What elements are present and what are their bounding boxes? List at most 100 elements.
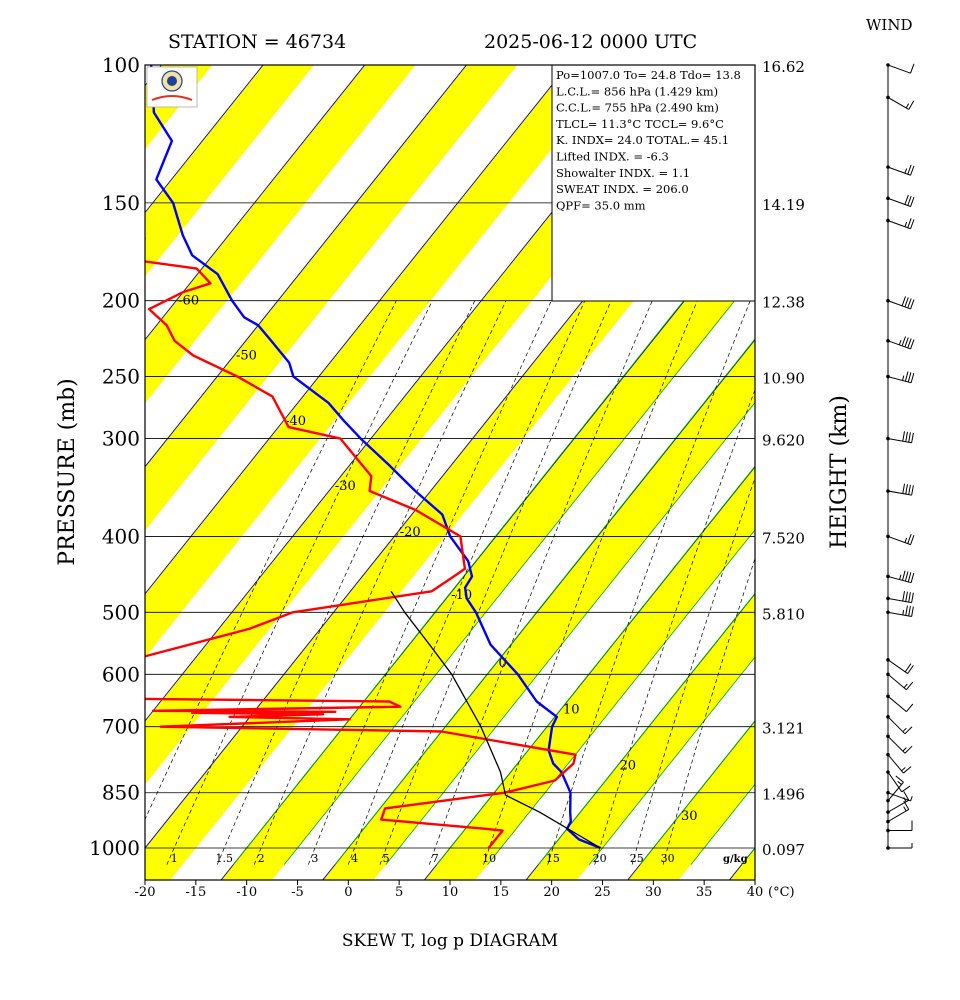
isotherm-band xyxy=(145,65,314,277)
mixing-ratio-line xyxy=(253,300,507,865)
wind-barb xyxy=(887,490,912,496)
mixing-ratio-line xyxy=(347,300,586,865)
mixing-ratio-line xyxy=(594,388,755,865)
isotherm-label: -20 xyxy=(400,525,421,540)
wind-barb-feather xyxy=(904,571,909,582)
wind-barb xyxy=(887,166,911,176)
pressure-tick-label: 600 xyxy=(102,662,140,686)
index-line: Showalter INDX. = 1.1 xyxy=(556,166,690,180)
mixing-unit-label: g/kg xyxy=(723,854,748,865)
x-unit-label: (°C) xyxy=(768,885,795,900)
moist-adiabat xyxy=(233,283,698,865)
isotherm-label: 30 xyxy=(681,809,698,824)
moist-adiabat xyxy=(385,401,755,865)
isotherm-label: -60 xyxy=(178,294,199,309)
isotherm-band xyxy=(145,65,518,531)
wind-barb-feather xyxy=(911,432,914,443)
index-line: QPF= 35.0 mm xyxy=(556,198,646,212)
wind-barb-half xyxy=(902,727,907,733)
height-tick-label: 16.62 xyxy=(762,58,805,76)
mixing-ratio-line xyxy=(547,300,751,865)
moist-adiabat xyxy=(639,720,755,865)
height-tick-label: 14.19 xyxy=(762,196,805,214)
pressure-tick-labels: 100 150 200 250 300 400 500 600 700 850 1000 xyxy=(89,53,140,860)
x-tick-label: -15 xyxy=(185,885,206,900)
wind-barb xyxy=(887,673,907,691)
wind-barb-half xyxy=(905,103,910,109)
height-tick-labels: 16.62 14.19 12.38 10.90 9.620 7.520 5.810 3.121… xyxy=(762,58,805,859)
wind-barb-feather xyxy=(904,745,913,754)
wind-barb-feather xyxy=(907,195,912,206)
x-tick-label: -5 xyxy=(291,885,304,900)
isotherm-label: -90 xyxy=(12,120,33,135)
wind-barb-feather xyxy=(904,337,909,348)
wind-barb-feather xyxy=(910,165,915,176)
height-tick-label: 9.620 xyxy=(762,432,805,450)
mixing-ratio-line xyxy=(662,557,755,865)
wind-barb-feather xyxy=(901,296,906,307)
mixing-ratio-line xyxy=(166,300,433,865)
pressure-tick-label: 1000 xyxy=(89,836,140,860)
isotherm-band xyxy=(145,65,416,404)
x-tick-label: -10 xyxy=(236,885,257,900)
isotherm-label: 10 xyxy=(563,702,580,717)
mixing-ratio-line xyxy=(631,476,755,865)
pressure-tick-label: 700 xyxy=(102,715,140,739)
wind-barb-feather xyxy=(902,483,906,494)
moist-adiabat-lines xyxy=(233,283,755,865)
height-tick-label: 10.90 xyxy=(762,370,805,388)
pressure-axis-label: PRESSURE (mb) xyxy=(55,378,80,565)
wind-barb-feather xyxy=(910,339,915,350)
height-tick-label: 3.121 xyxy=(762,720,805,738)
mixing-ratio-label: 15 xyxy=(546,852,560,865)
height-tick-label: 1.496 xyxy=(762,786,805,804)
wind-barb-half xyxy=(902,375,905,381)
height-tick-label: 5.810 xyxy=(762,605,805,623)
wind-barb xyxy=(887,376,912,384)
wind-barb-half xyxy=(904,221,908,227)
mixing-ratio-labels: 1 1.5 2 3 4 5 7 10 15 20 25 30 xyxy=(171,852,675,865)
wind-barb-feather xyxy=(901,785,911,793)
height-axis-label: HEIGHT (km) xyxy=(827,395,852,549)
wind-barb xyxy=(887,575,912,584)
wind-barb-half xyxy=(898,339,902,346)
wind-barb xyxy=(887,659,908,674)
wind-barb xyxy=(887,438,912,444)
index-line: Po=1007.0 To= 24.8 Tdo= 13.8 xyxy=(556,68,741,82)
moist-adiabat xyxy=(690,783,755,865)
wind-barb xyxy=(887,809,910,822)
wind-barb-half xyxy=(903,797,907,802)
wind-barb-feather xyxy=(910,572,915,583)
x-tick-label: -20 xyxy=(135,885,156,900)
wind-barb-half xyxy=(903,683,908,689)
isotherm-line xyxy=(145,65,366,341)
wind-barb xyxy=(887,611,912,617)
wind-barb-half xyxy=(904,537,908,543)
x-tick-label: 5 xyxy=(395,885,403,900)
moist-adiabat xyxy=(334,338,755,865)
pressure-tick-label: 200 xyxy=(102,289,140,313)
wind-barb xyxy=(887,781,904,801)
wind-barb-feather xyxy=(903,766,912,774)
pressure-tick-label: 300 xyxy=(102,427,140,451)
wind-barb xyxy=(887,754,904,774)
mixing-ratio-line xyxy=(428,300,653,865)
wind-barb xyxy=(887,597,912,604)
wind-barb-feather xyxy=(907,534,912,544)
x-tick-label: 25 xyxy=(594,885,611,900)
wind-barb-feather xyxy=(907,164,912,175)
wind-barb-feather xyxy=(902,431,906,442)
wind-title: WIND xyxy=(866,16,913,34)
wind-barb-half xyxy=(902,609,905,615)
wind-barb-feather xyxy=(910,373,915,383)
wind-barb-feather xyxy=(905,484,908,495)
wind-barb-feather xyxy=(895,775,904,783)
moist-adiabat xyxy=(588,656,755,865)
wind-barb-half xyxy=(904,168,908,174)
x-tick-label: 10 xyxy=(442,885,459,900)
isotherm-label: -30 xyxy=(335,479,356,494)
moist-adiabat xyxy=(487,529,755,865)
wind-barb xyxy=(887,96,910,110)
moist-adiabat xyxy=(436,465,755,865)
